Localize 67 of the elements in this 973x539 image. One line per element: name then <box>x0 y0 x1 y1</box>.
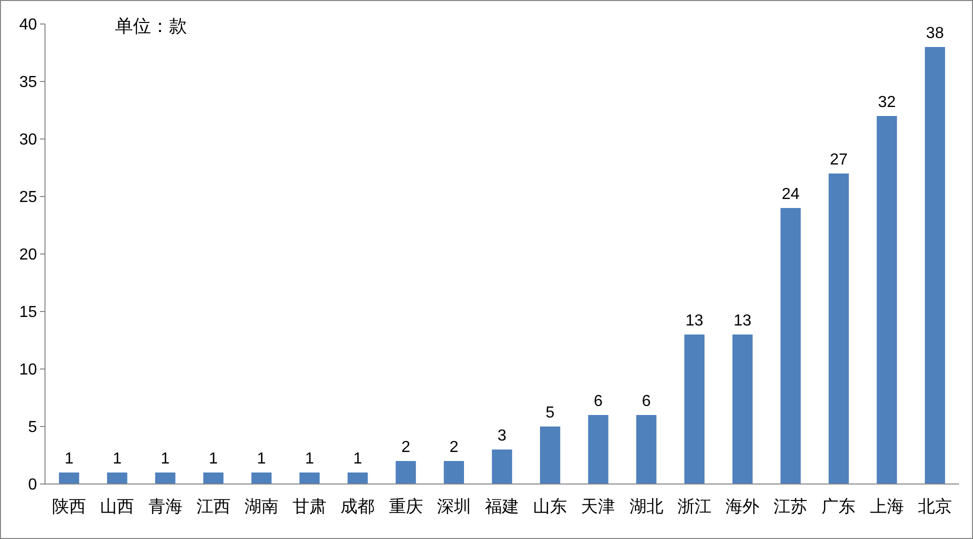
bar <box>924 47 946 484</box>
x-tick-label: 广东 <box>822 497 856 516</box>
data-label: 38 <box>926 25 944 42</box>
y-tick-label: 0 <box>28 476 38 494</box>
x-tick-label: 山东 <box>533 497 568 516</box>
data-label: 1 <box>64 450 74 468</box>
x-tick-label: 浙江 <box>677 497 712 516</box>
x-tick-label: 福建 <box>485 497 519 516</box>
y-tick-label: 15 <box>19 304 38 322</box>
bar <box>348 472 368 484</box>
data-label: 1 <box>112 450 122 468</box>
y-tick-label: 35 <box>19 74 38 92</box>
data-label: 2 <box>449 439 458 456</box>
bar <box>732 334 753 484</box>
x-tick-label: 上海 <box>870 497 904 516</box>
x-tick-label: 深圳 <box>436 497 471 516</box>
bar <box>299 472 320 484</box>
y-tick-label: 20 <box>19 246 38 264</box>
bar <box>492 450 512 484</box>
x-tick-label: 江苏 <box>774 497 808 516</box>
bar <box>155 472 176 484</box>
data-label: 6 <box>642 393 651 410</box>
data-label: 32 <box>878 94 896 111</box>
bar <box>251 472 272 484</box>
x-tick-label: 江西 <box>196 497 230 516</box>
x-tick-label: 海外 <box>726 497 760 516</box>
x-tick-label: 山西 <box>100 497 134 516</box>
data-label: 24 <box>782 186 800 203</box>
data-label: 1 <box>353 450 362 468</box>
data-label: 1 <box>257 450 266 468</box>
data-label: 3 <box>498 428 507 444</box>
y-tick-label: 30 <box>19 132 38 149</box>
data-label: 1 <box>305 450 314 468</box>
data-label: 6 <box>594 393 603 410</box>
bar <box>540 426 560 484</box>
data-label: 13 <box>686 312 704 330</box>
x-tick-label: 成都 <box>340 497 375 516</box>
bar <box>876 116 897 484</box>
x-tick-label: 湖南 <box>244 497 278 516</box>
x-tick-label: 重庆 <box>388 497 423 516</box>
bar <box>588 415 608 484</box>
bar <box>684 334 705 484</box>
x-tick-label: 天津 <box>581 497 616 516</box>
bar <box>780 208 801 484</box>
data-label: 1 <box>208 450 218 468</box>
x-tick-label: 北京 <box>918 497 952 516</box>
bar <box>396 461 416 484</box>
y-tick-label: 40 <box>19 16 38 34</box>
data-label: 5 <box>546 404 555 422</box>
x-tick-label: 青海 <box>148 497 182 516</box>
bar <box>444 461 464 484</box>
annotation: 单位：款 <box>115 16 187 36</box>
y-tick-label: 25 <box>19 189 38 206</box>
bar <box>828 174 849 484</box>
bar <box>107 472 128 484</box>
data-label: 13 <box>734 312 752 330</box>
x-tick-label: 陕西 <box>52 497 86 516</box>
x-tick-label: 甘肃 <box>292 497 327 516</box>
bar <box>58 472 80 484</box>
bar <box>636 415 656 484</box>
data-label: 27 <box>830 152 848 168</box>
y-tick-label: 5 <box>28 419 38 436</box>
data-label: 2 <box>401 439 410 456</box>
bar <box>203 472 224 484</box>
x-tick-label: 湖北 <box>629 497 664 516</box>
y-tick-label: 10 <box>19 362 38 379</box>
data-label: 1 <box>160 450 170 468</box>
